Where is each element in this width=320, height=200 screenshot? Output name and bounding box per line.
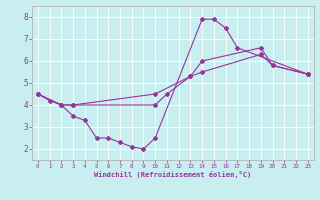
X-axis label: Windchill (Refroidissement éolien,°C): Windchill (Refroidissement éolien,°C) — [94, 171, 252, 178]
